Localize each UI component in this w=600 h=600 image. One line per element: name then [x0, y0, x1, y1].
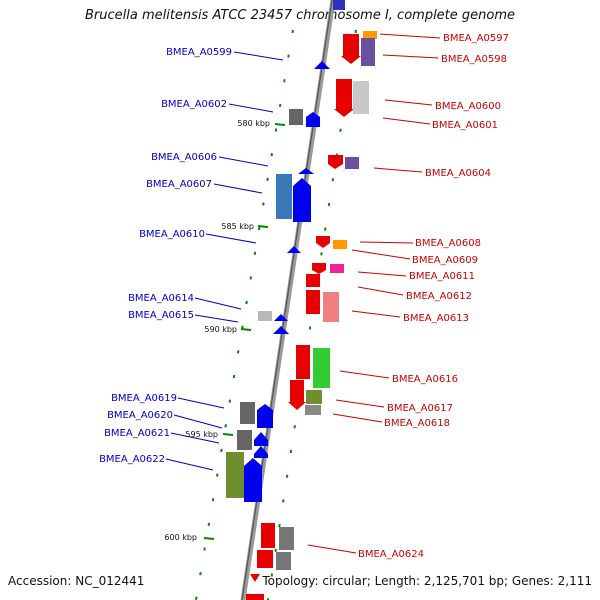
gene-bmea-a0606 — [298, 168, 314, 174]
gene-label-plus: BMEA_A0597 — [443, 33, 509, 44]
gene-label-plus: BMEA_A0616 — [392, 374, 458, 385]
gene-bmea-a0624 — [257, 523, 294, 570]
gene-label-plus: BMEA_A0609 — [412, 255, 478, 266]
gene-label-plus: BMEA_A0624 — [358, 549, 424, 560]
gene-bmea-a0613 — [306, 290, 339, 322]
minus-strand-features — [226, 61, 330, 502]
gene-bmea-a0620 — [237, 430, 268, 450]
gene-bmea-a0607 — [276, 174, 311, 222]
gene-bmea-a0618 — [305, 405, 321, 415]
gene-bmea-a0617 — [288, 380, 322, 410]
gene-label-minus: BMEA_A0614 — [128, 293, 194, 304]
gene-label-plus: BMEA_A0613 — [403, 313, 469, 324]
scale-tick-label: 585 kbp — [221, 222, 254, 231]
gene-bmea-a0611 — [312, 263, 344, 274]
gene-label-plus: BMEA_A0598 — [441, 54, 507, 65]
scale-tick-label: 595 kbp — [185, 430, 218, 439]
gene-bmea-a0610 — [287, 246, 301, 253]
gene-bmea-a0621 — [254, 446, 268, 458]
scale-tick-marks — [203, 123, 286, 540]
gene-bmea-a0612 — [306, 274, 320, 287]
genome-summary-text: Topology: circular; Length: 2,125,701 bp… — [262, 574, 592, 588]
gene-label-plus: BMEA_A0601 — [432, 120, 498, 131]
gene-label-minus: BMEA_A0607 — [146, 179, 212, 190]
gene-bmea-a0598 — [361, 38, 375, 66]
gene-bmea-a0614 — [258, 311, 288, 321]
gene-label-minus: BMEA_A0606 — [151, 152, 217, 163]
map-title: Brucella melitensis ATCC 23457 chromosom… — [84, 8, 516, 23]
gene-label-minus: BMEA_A0599 — [166, 47, 232, 58]
gene-bmea-a0600 — [334, 79, 354, 117]
gene-label-minus: BMEA_A0621 — [104, 428, 170, 439]
gene-bmea-a0597 — [341, 31, 377, 64]
accession-text: Accession: NC_012441 — [8, 574, 145, 588]
gene-label-minus: BMEA_A0615 — [128, 310, 194, 321]
gene-bmea-a0599 — [314, 61, 330, 69]
gene-bmea-a0602 — [289, 109, 320, 127]
gene-label-plus: BMEA_A0608 — [415, 238, 481, 249]
gene-feature-edge — [246, 574, 264, 600]
plus-strand-features — [246, 31, 377, 600]
scale-tick-label: 590 kbp — [204, 325, 237, 334]
gene-bmea-a0615 — [273, 326, 289, 334]
gene-label-minus: BMEA_A0620 — [107, 410, 173, 421]
gene-label-minus: BMEA_A0622 — [99, 454, 165, 465]
gene-label-minus: BMEA_A0610 — [139, 229, 205, 240]
gene-label-plus: BMEA_A0604 — [425, 168, 491, 179]
gene-label-plus: BMEA_A0611 — [409, 271, 475, 282]
gene-label-minus: BMEA_A0602 — [161, 99, 227, 110]
gene-label-plus: BMEA_A0612 — [406, 291, 472, 302]
gene-label-plus: BMEA_A0618 — [384, 418, 450, 429]
gene-label-minus: BMEA_A0619 — [111, 393, 177, 404]
gene-label-plus: BMEA_A0600 — [435, 101, 501, 112]
gene-feature — [333, 0, 345, 10]
gene-bmea-a0604 — [328, 155, 359, 169]
gene-bmea-a0619 — [240, 402, 273, 428]
gene-label-plus: BMEA_A0617 — [387, 403, 453, 414]
scale-tick-label: 580 kbp — [237, 119, 270, 128]
plus-label-leaders — [307, 33, 441, 554]
scale-tick-label: 600 kbp — [164, 533, 197, 542]
gene-bmea-a0601 — [353, 81, 369, 114]
gene-bmea-a0622 — [226, 452, 262, 502]
minus-label-leaders — [165, 51, 284, 471]
gene-bmea-a0616 — [296, 345, 330, 388]
gene-bmea-a0608 — [316, 236, 347, 249]
